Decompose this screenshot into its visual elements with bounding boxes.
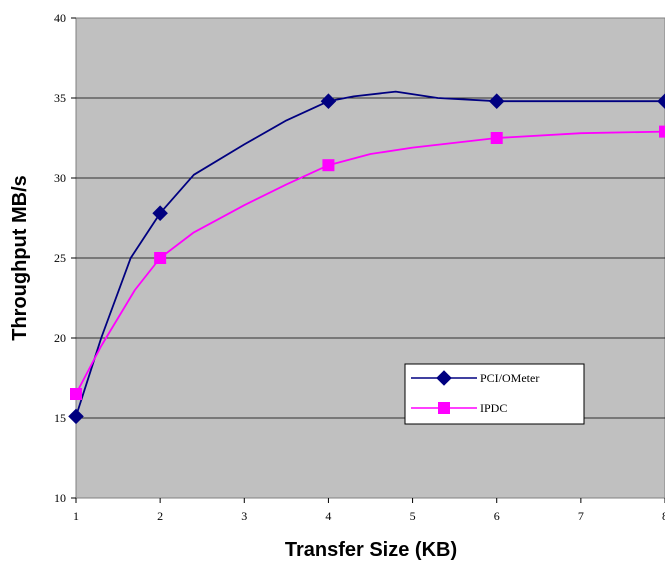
y-tick-labels: 10 15 20 25 30 35 40 (54, 11, 76, 505)
x-tick-label-2: 2 (157, 509, 163, 523)
y-tick-label-10: 10 (54, 491, 66, 505)
data-point-series-2-2 (154, 252, 167, 264)
legend-box (404, 363, 585, 425)
data-point-series-2-8 (659, 125, 665, 138)
x-tick-labels: 1 2 3 4 5 6 7 8 (73, 498, 665, 523)
y-tick-label-25: 25 (54, 251, 66, 265)
x-tick-label-8: 8 (662, 509, 665, 523)
legend: PCI/OMeter IPDC (404, 363, 585, 425)
y-tick-label-20: 20 (54, 331, 66, 345)
legend-label-series-1: PCI/OMeter (480, 371, 539, 385)
x-tick-label-4: 4 (325, 509, 331, 523)
x-tick-label-6: 6 (494, 509, 500, 523)
x-tick-label-5: 5 (410, 509, 416, 523)
legend-marker-series-2 (438, 402, 450, 414)
y-tick-label-15: 15 (54, 411, 66, 425)
legend-label-series-2: IPDC (480, 401, 507, 415)
x-tick-label-1: 1 (73, 509, 79, 523)
gridlines (76, 97, 665, 419)
y-tick-label-35: 35 (54, 91, 66, 105)
data-point-series-1-2 (152, 205, 168, 221)
y-axis-title: Throughput MB/s (9, 175, 31, 341)
data-point-series-2-1 (70, 388, 82, 400)
data-point-series-2-4 (322, 159, 335, 172)
series-line-1 (75, 90, 665, 417)
x-tick-label-7: 7 (578, 509, 584, 523)
y-tick-label-30: 30 (54, 171, 66, 185)
x-tick-label-3: 3 (241, 509, 247, 523)
x-axis-title: Transfer Size (KB) (285, 539, 457, 561)
y-tick-label-40: 40 (54, 11, 66, 25)
data-point-series-2-6 (490, 132, 503, 144)
